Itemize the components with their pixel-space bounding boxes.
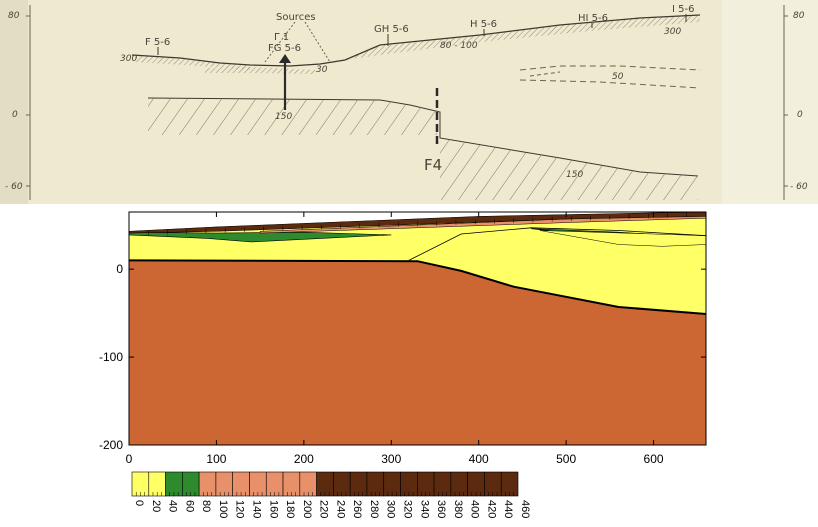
well-label-f56: F 5-6 bbox=[145, 37, 170, 48]
right-tick-minus60: - 60 bbox=[790, 182, 808, 192]
left-tick-80: 80 bbox=[8, 11, 20, 21]
colorbar-tick-label: 460 bbox=[519, 500, 531, 518]
x-tick-label: 200 bbox=[294, 452, 314, 466]
colorbar-tick-label: 400 bbox=[469, 500, 481, 518]
scan-margin-left bbox=[0, 0, 28, 204]
left-tick-minus60: - 60 bbox=[5, 182, 23, 192]
cell-boundaries bbox=[128, 212, 707, 236]
x-tick-label: 600 bbox=[644, 452, 664, 466]
sketch-svg: 80 0 - 60 80 0 - 60 F4 Sources F 5-6 Γ 1… bbox=[0, 0, 818, 204]
note-30: 30 bbox=[316, 65, 328, 75]
colorbar-tick-label: 440 bbox=[502, 500, 514, 518]
colorbar-tick-label: 380 bbox=[452, 500, 464, 518]
note-150-left: 150 bbox=[275, 112, 292, 122]
well-arrow-icon bbox=[279, 54, 291, 63]
left-tick-0: 0 bbox=[12, 110, 18, 120]
x-tick-label: 100 bbox=[206, 452, 226, 466]
right-tick-0: 0 bbox=[797, 110, 803, 120]
colorbar-tick-label: 160 bbox=[267, 500, 279, 518]
sources-label: Sources bbox=[276, 12, 316, 23]
well-label-gamma1: Γ 1 bbox=[274, 32, 289, 43]
note-80-100: 80 - 100 bbox=[440, 41, 478, 51]
y-tick-label: -100 bbox=[99, 350, 123, 364]
note-150-right: 150 bbox=[566, 170, 583, 180]
colorbar-tick-label: 180 bbox=[284, 500, 296, 518]
note-300-left: 300 bbox=[120, 54, 137, 64]
colorbar-tick-label: 100 bbox=[217, 500, 229, 518]
scan-margin-right bbox=[722, 0, 818, 204]
colorbar-tick-label: 280 bbox=[368, 500, 380, 518]
colorbar-tick-label: 20 bbox=[150, 500, 162, 512]
section-chart: 0 100 200 300 400 500 600 0 -100 -200 0 20 40 60 80 1… bbox=[99, 211, 707, 518]
colorbar-tick-label: 200 bbox=[301, 500, 313, 518]
dashed-lens-lower bbox=[519, 79, 701, 89]
dashed-lens-upper bbox=[519, 65, 701, 71]
x-tick-label: 0 bbox=[126, 452, 133, 466]
colorbar-tick-label: 40 bbox=[167, 500, 179, 512]
colorbar-tick-label: 300 bbox=[385, 500, 397, 518]
x-tick-label: 400 bbox=[469, 452, 489, 466]
well-label-h56: H 5-6 bbox=[470, 19, 497, 30]
well-label-gh56: GH 5-6 bbox=[374, 24, 409, 35]
basement-boundary-line bbox=[128, 259, 707, 315]
colorbar-tick-label: 260 bbox=[351, 500, 363, 518]
colorbar-tick-label: 340 bbox=[418, 500, 430, 518]
y-axis-ticks: 0 -100 -200 bbox=[99, 262, 706, 452]
basement-layer bbox=[129, 260, 706, 445]
note-300-right: 300 bbox=[664, 27, 681, 37]
well-label-fg56: FG 5-6 bbox=[268, 43, 301, 54]
colorbar: 0 20 40 60 80 100 120 140 160 180 200 220 240 260 280 3… bbox=[131, 471, 531, 518]
colorbar-tick-label: 60 bbox=[183, 500, 195, 512]
plot-area bbox=[128, 211, 707, 445]
fault-label: F4 bbox=[424, 156, 442, 174]
colorbar-tick-label: 360 bbox=[435, 500, 447, 518]
well-label-hi56: HI 5-6 bbox=[578, 13, 608, 24]
colorbar-tick-label: 0 bbox=[133, 500, 145, 506]
upper-fault-boundary bbox=[408, 227, 707, 261]
well-label-i56: I 5-6 bbox=[672, 4, 694, 15]
sources-leader-right bbox=[304, 21, 331, 63]
note-50: 50 bbox=[612, 72, 624, 82]
plot-frame bbox=[128, 211, 707, 446]
basement-left-hatch bbox=[148, 98, 437, 135]
colorbar-tick-label: 420 bbox=[485, 500, 497, 518]
x-axis-ticks: 0 100 200 300 400 500 600 bbox=[126, 212, 664, 466]
y-tick-label: -200 bbox=[99, 438, 123, 452]
colorbar-tick-label: 240 bbox=[334, 500, 346, 518]
sources-leader-left bbox=[264, 21, 296, 63]
surface-layer-right bbox=[345, 15, 700, 60]
x-tick-label: 500 bbox=[556, 452, 576, 466]
sketch-cross-section: 80 0 - 60 80 0 - 60 F4 Sources F 5-6 Γ 1… bbox=[0, 0, 818, 204]
colorbar-tick-label: 80 bbox=[200, 500, 212, 512]
right-tick-80: 80 bbox=[793, 11, 805, 21]
colorbar-tick-label: 140 bbox=[250, 500, 262, 518]
y-tick-label: 0 bbox=[116, 262, 123, 276]
source-lens bbox=[205, 67, 315, 74]
basement-right-hatch bbox=[440, 138, 698, 200]
colorbar-tick-label: 120 bbox=[234, 500, 246, 518]
colorbar-tick-label: 320 bbox=[402, 500, 414, 518]
x-tick-label: 300 bbox=[381, 452, 401, 466]
model-cross-section: 0 100 200 300 400 500 600 0 -100 -200 0 20 40 60 80 1… bbox=[0, 204, 818, 522]
colorbar-tick-label: 220 bbox=[318, 500, 330, 518]
surface-layer-left bbox=[135, 56, 250, 70]
